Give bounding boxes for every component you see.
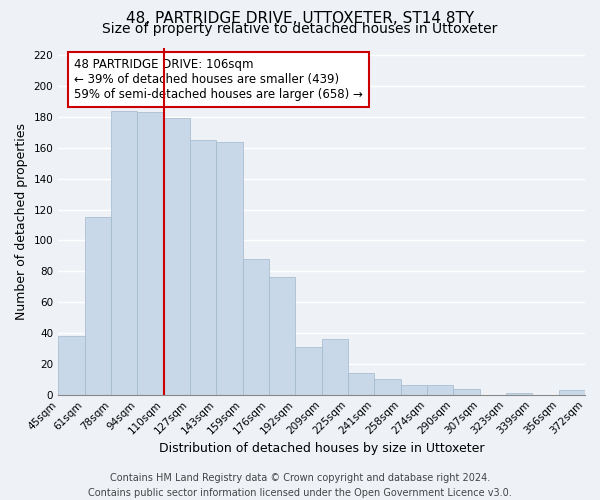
Bar	[111, 111, 137, 395]
Bar	[190, 140, 216, 394]
Text: 48, PARTRIDGE DRIVE, UTTOXETER, ST14 8TY: 48, PARTRIDGE DRIVE, UTTOXETER, ST14 8TY	[126, 11, 474, 26]
Bar	[58, 336, 85, 394]
Bar	[453, 388, 479, 394]
Bar	[374, 380, 401, 394]
Text: 48 PARTRIDGE DRIVE: 106sqm
← 39% of detached houses are smaller (439)
59% of sem: 48 PARTRIDGE DRIVE: 106sqm ← 39% of deta…	[74, 58, 363, 101]
Bar	[506, 393, 532, 394]
Bar	[348, 373, 374, 394]
Bar	[242, 259, 269, 394]
Bar	[401, 386, 427, 394]
Bar	[216, 142, 242, 394]
X-axis label: Distribution of detached houses by size in Uttoxeter: Distribution of detached houses by size …	[159, 442, 484, 455]
Text: Size of property relative to detached houses in Uttoxeter: Size of property relative to detached ho…	[103, 22, 497, 36]
Bar	[559, 390, 585, 394]
Bar	[269, 278, 295, 394]
Text: Contains HM Land Registry data © Crown copyright and database right 2024.
Contai: Contains HM Land Registry data © Crown c…	[88, 472, 512, 498]
Bar	[427, 386, 453, 394]
Bar	[137, 112, 164, 394]
Bar	[295, 347, 322, 395]
Bar	[85, 218, 111, 394]
Y-axis label: Number of detached properties: Number of detached properties	[15, 122, 28, 320]
Bar	[322, 339, 348, 394]
Bar	[164, 118, 190, 394]
